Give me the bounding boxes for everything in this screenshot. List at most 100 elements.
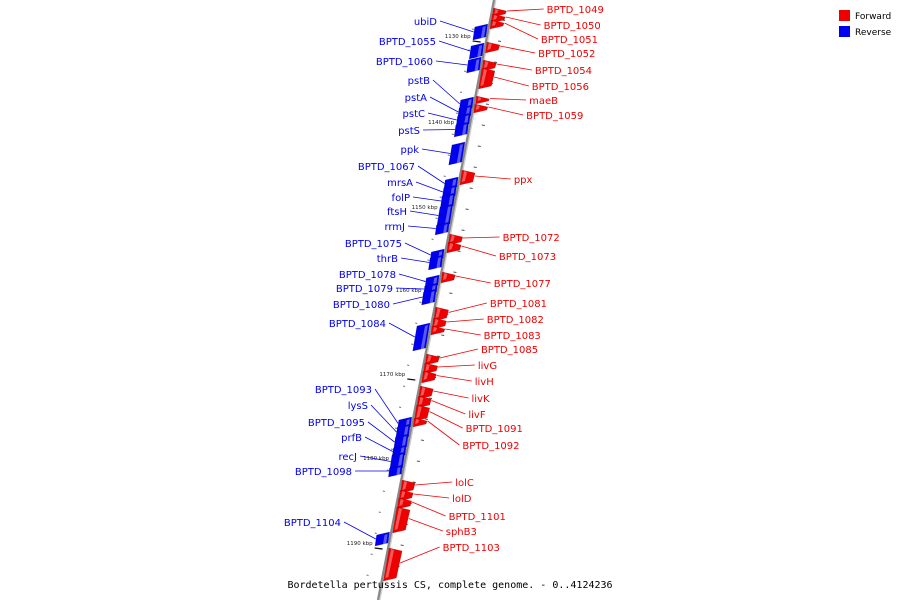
gene-label-livG: livG (478, 361, 497, 372)
gene-block-livG (423, 362, 439, 375)
minor-tick (415, 322, 418, 324)
gene-block-BPTD_1055 (468, 42, 485, 60)
leader-line (359, 455, 391, 462)
gene-block-BPTD_1073 (446, 241, 462, 254)
gene-label-BPTD_1095: BPTD_1095 (308, 418, 365, 429)
gene-block-rrmJ (434, 221, 450, 236)
leader-line (439, 20, 474, 33)
gene-block-BPTD_1081 (433, 306, 449, 322)
leader-line (374, 388, 399, 424)
scale-tick-label: 1150 kbp (412, 205, 438, 211)
gene-block-BPTD_1104 (374, 531, 390, 547)
leader-line (367, 421, 395, 443)
leader-line (500, 45, 536, 54)
gene-block-BPTD_1052 (484, 41, 501, 54)
gene-label-lolD: lolD (452, 494, 472, 505)
minor-tick (374, 532, 377, 534)
map-caption: Bordetella pertussis CS, complete genome… (287, 580, 612, 591)
gene-block-BPTD_1098 (388, 464, 403, 478)
gene-label-BPTD_1073: BPTD_1073 (499, 252, 556, 263)
leader-line (494, 76, 529, 87)
legend-forward-label: Forward (855, 12, 891, 22)
gene-label-livK: livK (471, 394, 489, 405)
gene-label-lolC: lolC (455, 478, 474, 489)
gene-label-BPTD_1098: BPTD_1098 (295, 467, 352, 478)
gene-shading (436, 257, 442, 269)
gene-block-BPTD_1091 (413, 404, 431, 422)
gene-shading (429, 291, 435, 304)
legend-reverse-swatch (839, 26, 850, 37)
gene-shading (456, 144, 463, 164)
leader-line (421, 148, 451, 154)
gene-label-BPTD_1082: BPTD_1082 (487, 315, 544, 326)
gene-shading (442, 273, 448, 280)
minor-tick (398, 406, 402, 408)
gene-block-lolC (399, 479, 416, 494)
gene-shading (383, 534, 388, 545)
leader-line (432, 79, 461, 105)
minor-tick (481, 124, 485, 126)
minor-tick (457, 250, 461, 252)
minor-tick (465, 208, 469, 210)
gene-label-pstC: pstC (403, 109, 425, 120)
gene-shading (443, 224, 448, 234)
leader-line (429, 411, 463, 429)
gene-shading (427, 355, 432, 362)
leader-line (429, 96, 459, 113)
minor-tick (370, 553, 373, 555)
gene-block-BPTD_1056 (478, 67, 496, 90)
leader-line (395, 287, 425, 290)
minor-tick (485, 103, 489, 105)
gene-label-pstS: pstS (398, 126, 420, 137)
gene-shading (423, 372, 429, 380)
minor-tick (428, 397, 433, 399)
gene-label-pstB: pstB (408, 76, 430, 87)
leader-line (400, 546, 440, 564)
gene-shading (480, 69, 487, 86)
scale-tick-label: 1170 kbp (379, 372, 405, 378)
gene-block-BPTD_1072 (447, 233, 464, 246)
gene-label-ppx: ppx (514, 175, 533, 186)
scale-tick-label: 1190 kbp (347, 541, 373, 547)
minor-tick (390, 448, 394, 450)
leader-line (505, 16, 541, 26)
leader-line (496, 63, 532, 71)
leader-line (404, 242, 431, 256)
gene-block-BPTD_1085 (424, 353, 440, 366)
gene-label-BPTD_1103: BPTD_1103 (443, 543, 500, 554)
leader-line (439, 348, 479, 359)
gene-shading (448, 243, 454, 250)
scale-tick-label: 1160 kbp (396, 288, 422, 294)
leader-line (398, 273, 426, 282)
leader-line (431, 400, 466, 415)
minor-tick (427, 259, 430, 261)
gene-label-BPTD_1104: BPTD_1104 (284, 518, 341, 529)
leader-line (435, 60, 468, 66)
leader-line (461, 245, 497, 257)
gene-shading (480, 26, 486, 39)
minor-tick (461, 229, 465, 231)
gene-label-BPTD_1084: BPTD_1084 (329, 319, 386, 330)
gene-shading (432, 327, 437, 332)
gene-label-BPTD_1051: BPTD_1051 (541, 35, 598, 46)
gene-label-BPTD_1101: BPTD_1101 (449, 512, 506, 523)
gene-label-BPTD_1081: BPTD_1081 (490, 299, 547, 310)
minor-tick (366, 574, 369, 576)
minor-tick (463, 70, 467, 72)
gene-block-BPTD_1080 (421, 288, 437, 306)
gene-shading (494, 9, 499, 14)
gene-label-livF: livF (468, 410, 485, 421)
minor-tick (469, 187, 473, 189)
gene-shading (418, 397, 424, 405)
leader-line (409, 210, 439, 216)
gene-block-livK (418, 385, 434, 400)
gene-shading (435, 308, 441, 318)
scale-tick (374, 547, 383, 550)
minor-tick (419, 301, 422, 303)
gene-block-ubiD (472, 23, 489, 41)
gene-shading (402, 481, 408, 490)
gene-label-rrmJ: rrmJ (384, 222, 405, 233)
gene-label-prfB: prfB (341, 433, 362, 444)
minor-tick (378, 511, 381, 513)
gene-label-BPTD_1072: BPTD_1072 (503, 233, 560, 244)
